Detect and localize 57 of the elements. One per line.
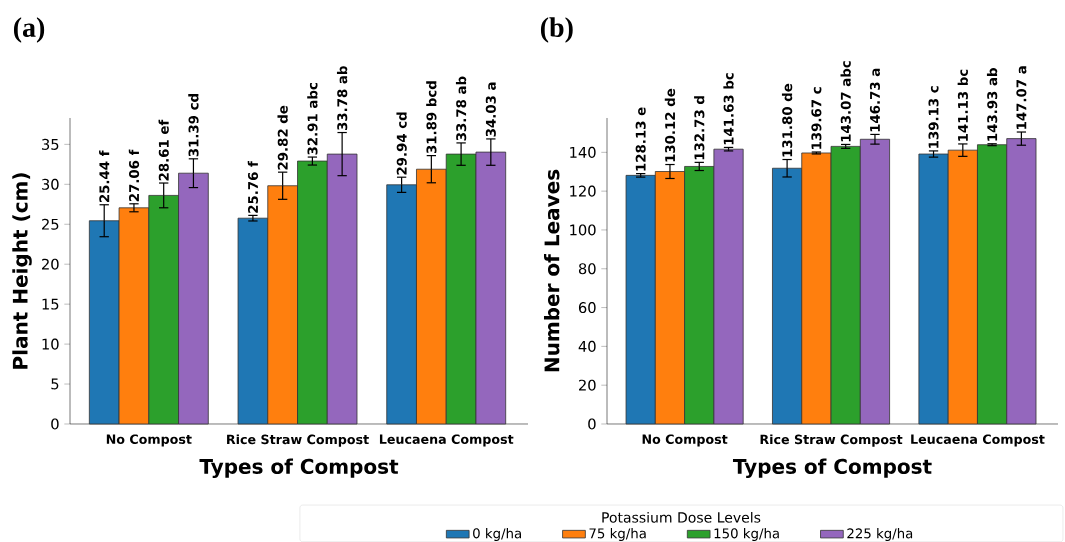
chart-title: (b) (540, 17, 573, 43)
data-label: 130.12 de (664, 88, 676, 162)
y-tick-label: 25 (42, 218, 59, 230)
y-tick-label: 100 (570, 224, 596, 236)
data-label: 27.06 f (128, 149, 140, 202)
x-tick-label: Leucaena Compost (379, 434, 514, 447)
y-tick-label: 20 (579, 379, 596, 391)
legend-title: Potassium Dose Levels (602, 511, 761, 523)
data-label: 31.89 bcd (426, 81, 437, 154)
legend-label: 0 kg/ha (473, 528, 521, 541)
y-tick-label: 60 (578, 302, 596, 314)
y-tick-label: 120 (570, 185, 596, 197)
legend-label: 225 kg/ha (847, 528, 913, 541)
y-tick-label: 40 (578, 340, 596, 352)
y-tick-label: 0 (588, 418, 596, 430)
data-label: 29.94 cd (396, 112, 407, 175)
data-label: 34.03 a (485, 82, 496, 137)
y-tick-label: 30 (42, 178, 59, 190)
data-label: 33.78 ab (455, 76, 467, 141)
chart-title: (a) (13, 17, 45, 43)
data-label: 28.61 ef (158, 119, 169, 181)
data-label: 131.80 de (781, 83, 793, 157)
data-label: 139.13 c (928, 86, 939, 148)
data-label: 132.73 d (694, 96, 705, 160)
y-tick-label: 80 (578, 263, 596, 275)
x-tick-label: Rice Straw Compost (760, 434, 903, 447)
y-tick-label: 15 (42, 298, 59, 310)
x-tick-label: Leucaena Compost (911, 434, 1045, 447)
y-tick-label: 5 (51, 378, 59, 390)
x-axis-title: Types of Compost (732, 458, 932, 478)
data-label: 25.76 f (247, 161, 259, 213)
x-tick-label: No Compost (106, 434, 192, 447)
x-tick-label: Rice Straw Compost (227, 434, 369, 447)
data-label: 143.93 ab (986, 68, 998, 141)
data-label: 128.13 e (635, 107, 646, 171)
data-label: 146.73 a (869, 68, 880, 132)
y-tick-label: 10 (42, 338, 59, 350)
y-tick-label: 140 (570, 146, 596, 158)
legend-label: 75 kg/ha (589, 528, 646, 541)
data-label: 33.78 ab (336, 66, 348, 131)
y-axis-title: Number of Leaves (543, 169, 560, 372)
data-label: 141.63 bc (723, 73, 734, 145)
data-label: 141.13 bc (957, 69, 968, 141)
y-axis-title: Plant Height (cm) (12, 173, 32, 369)
legend-label: 150 kg/ha (714, 528, 779, 541)
data-label: 32.91 abc (307, 83, 318, 155)
data-label: 143.07 abc (840, 61, 851, 142)
data-label: 139.67 c (811, 87, 822, 149)
y-tick-label: 0 (51, 418, 59, 430)
x-axis-title: Types of Compost (199, 458, 399, 478)
x-tick-label: No Compost (642, 434, 728, 447)
data-label: 147.07 a (1016, 66, 1027, 129)
data-label: 31.39 cd (188, 94, 199, 157)
y-tick-label: 20 (42, 258, 59, 270)
data-label: 25.44 f (99, 150, 110, 203)
data-label: 29.82 de (277, 105, 288, 170)
y-tick-label: 35 (42, 138, 59, 150)
